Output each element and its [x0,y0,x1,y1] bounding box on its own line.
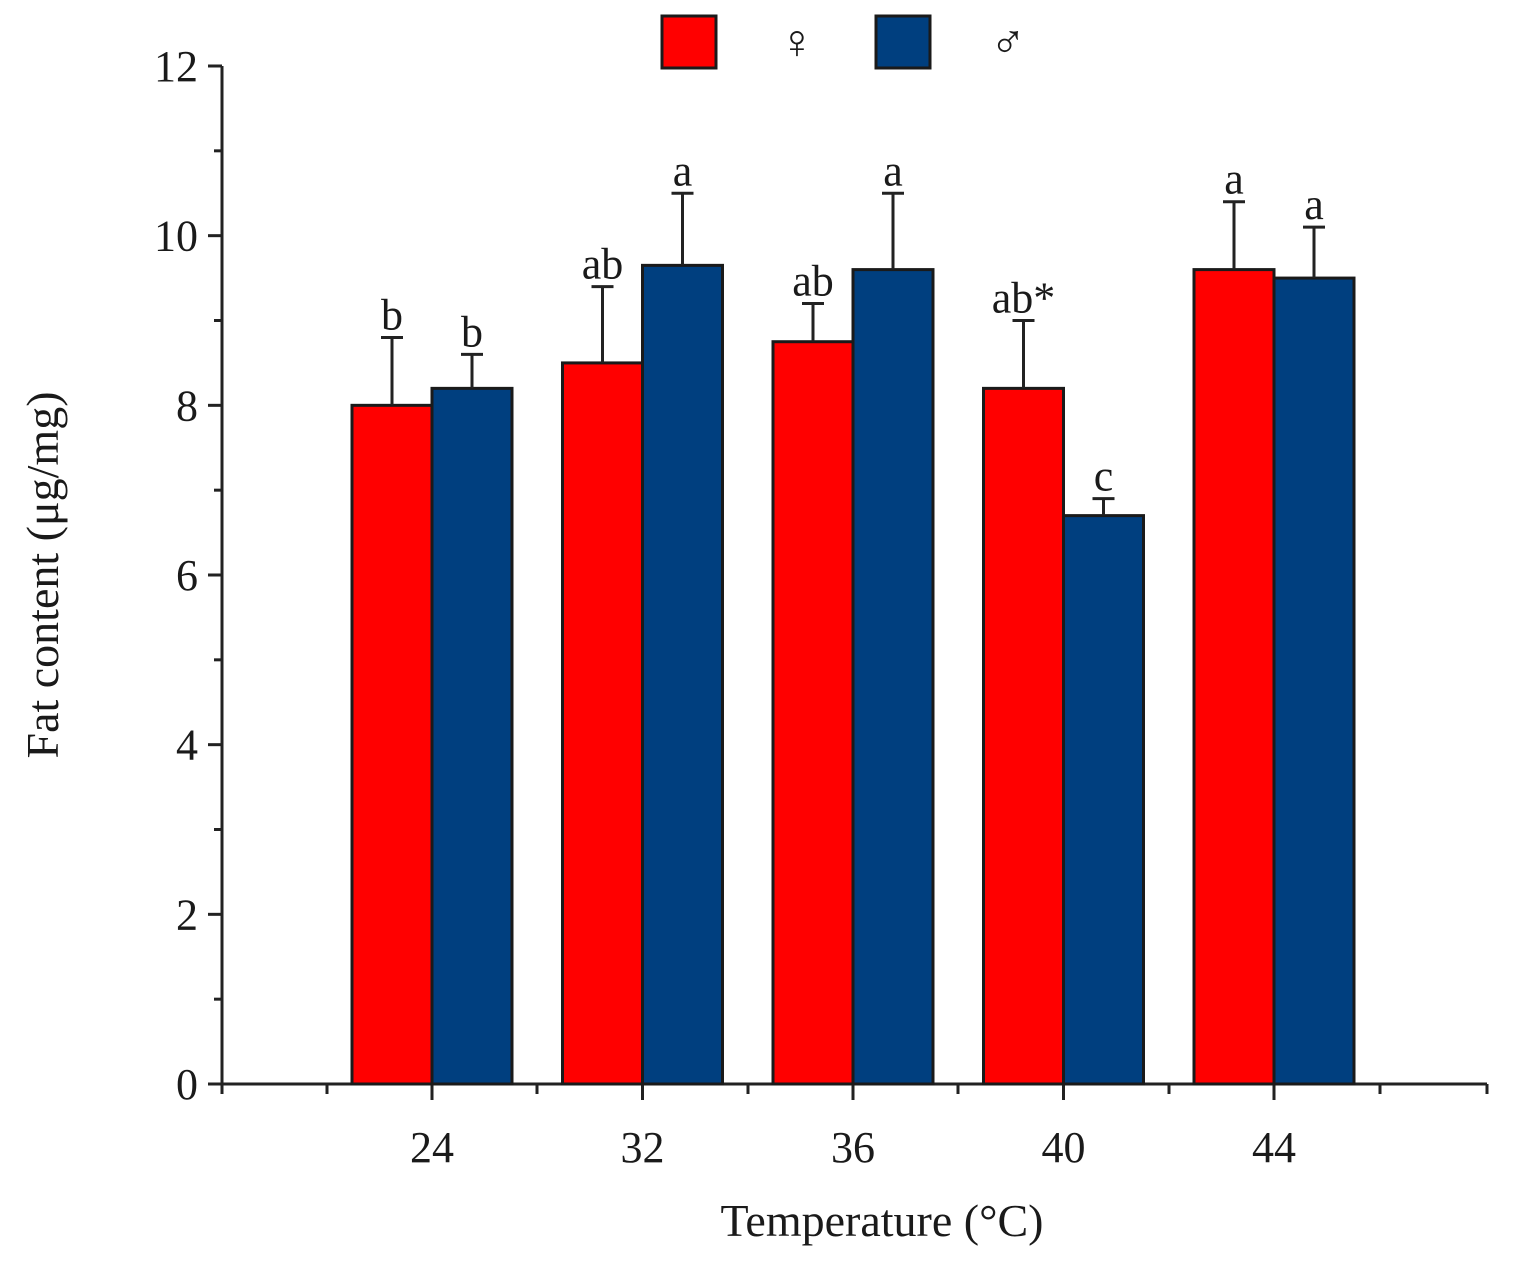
legend-swatch-female [660,14,718,70]
x-tick-label: 32 [621,1123,665,1172]
significance-label: a [673,146,693,195]
legend-swatch-male [874,14,932,70]
significance-label: b [461,307,483,356]
y-axis-label: Fat content (μg/mg) [17,391,68,758]
bar-male [1062,514,1145,1086]
bar-male [430,386,514,1086]
bar-female [1192,268,1276,1086]
legend: ♀ ♂ [660,14,1026,70]
y-tick-label: 0 [176,1060,198,1109]
bar-female [561,361,644,1086]
significance-label: ab [582,240,624,289]
significance-label: b [381,290,403,339]
significance-label: a [1224,155,1244,204]
x-tick-label: 40 [1042,1123,1086,1172]
x-axis-label: Temperature (°C) [721,1195,1044,1246]
significance-label: ab* [992,274,1056,323]
legend-label-male: ♂ [990,16,1026,69]
bar-male [641,263,724,1086]
y-tick-label: 12 [154,42,198,91]
y-tick-label: 4 [176,721,198,770]
y-tick-label: 2 [176,890,198,939]
legend-label-female: ♀ [779,16,815,69]
y-tick-label: 10 [154,212,198,261]
bar-female [771,340,855,1086]
x-tick-label: 36 [831,1123,875,1172]
significance-label: ab [792,257,834,306]
x-tick-label: 44 [1252,1123,1296,1172]
bar-female [982,386,1065,1086]
bar-female [350,403,434,1086]
bar-male [851,268,935,1086]
y-tick-label: 6 [176,551,198,600]
y-tick-label: 8 [176,381,198,430]
significance-label: a [1304,180,1324,229]
significance-label: c [1094,452,1114,501]
bar-male [1272,276,1356,1086]
x-tick-label: 24 [410,1123,454,1172]
significance-label: a [883,146,903,195]
